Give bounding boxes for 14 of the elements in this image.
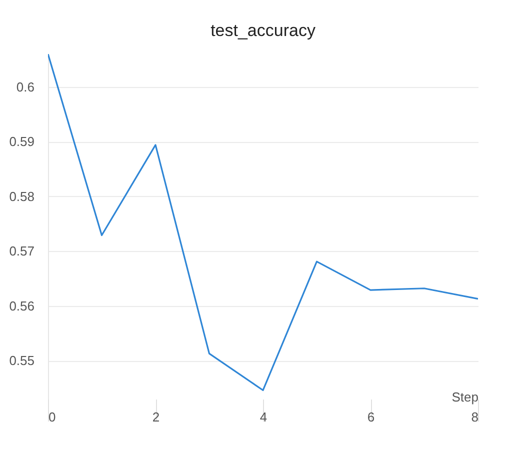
y-tick-label: 0.58: [9, 188, 34, 204]
chart-title: test_accuracy: [210, 21, 316, 40]
x-axis-title: Step: [452, 390, 478, 404]
x-tick-label: 6: [367, 410, 375, 424]
y-tick-label: 0.56: [9, 298, 34, 314]
y-tick-label: 0.55: [9, 353, 34, 368]
y-tick-label: 0.6: [16, 79, 34, 94]
line-series: [48, 54, 478, 392]
x-tick-label: 4: [260, 410, 268, 424]
y-tick-label: 0.59: [9, 134, 34, 150]
x-tick-label: 0: [48, 410, 56, 424]
y-tick-label: 0.57: [9, 244, 34, 259]
x-tick-label: 2: [152, 410, 160, 424]
x-tick-label: 8: [471, 410, 478, 424]
